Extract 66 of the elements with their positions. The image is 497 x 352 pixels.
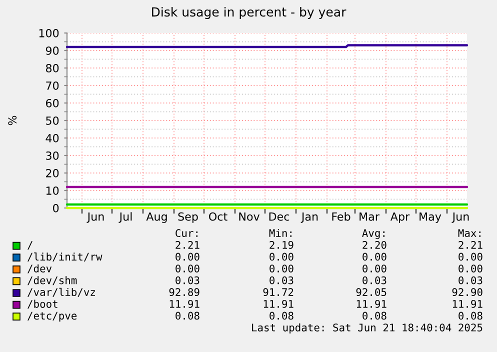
text: 2.21 <box>458 240 482 249</box>
x-tick-label: Oct <box>209 212 228 221</box>
text: Min: <box>269 228 292 237</box>
text: 2.21 <box>176 240 200 249</box>
text: Last update: Sat Jun 21 18:40:04 2025 <box>252 323 482 334</box>
text: 0.00 <box>270 252 294 261</box>
y-tick-label: 40 <box>46 134 59 142</box>
text: 11.91 <box>170 300 200 308</box>
y-tick-label: 80 <box>46 64 59 72</box>
text: 92.90 <box>452 288 482 296</box>
x-tick-label: Nov <box>239 212 260 221</box>
text: 0.08 <box>362 312 386 320</box>
chart-title: Disk usage in percent - by year <box>152 6 346 20</box>
text: Cur: <box>176 229 198 238</box>
text: 92.05 <box>356 288 386 296</box>
x-tick-label: Feb <box>332 212 350 221</box>
legend-label: /var/lib/vz <box>28 288 96 297</box>
y-tick-label: 0 <box>53 204 59 212</box>
text: 0.00 <box>176 252 200 261</box>
y-tick-label: 70 <box>46 81 59 90</box>
x-tick-label: Mar <box>360 212 380 221</box>
text: 0.03 <box>270 276 294 284</box>
legend-label: /dev/shm <box>28 276 77 286</box>
y-tick-label: 20 <box>46 168 59 178</box>
x-tick-label: Jun <box>452 212 469 223</box>
text: 2.19 <box>270 240 294 249</box>
text: 0.03 <box>362 276 386 284</box>
text: 0.08 <box>270 312 294 320</box>
text: 2.20 <box>362 240 386 249</box>
text: 0.03 <box>458 276 482 284</box>
text: 0.08 <box>176 312 200 320</box>
y-tick-label: 10 <box>46 186 59 195</box>
x-tick-label: Jan <box>300 212 318 223</box>
legend-label: /dev <box>28 264 52 274</box>
legend-label: /etc/pve <box>28 312 77 322</box>
y-axis-title: % <box>8 116 17 126</box>
x-tick-label: Apr <box>390 212 410 223</box>
text: Max: <box>458 229 480 238</box>
x-tick-label: Jul <box>118 212 132 223</box>
x-tick-label: Sep <box>178 212 198 223</box>
y-tick-label: 30 <box>46 151 59 160</box>
text: 0.00 <box>362 252 386 261</box>
x-tick-label: Jun <box>86 212 104 223</box>
text: 11.91 <box>356 300 386 308</box>
text: Avg: <box>362 229 384 240</box>
text: 0.03 <box>176 276 200 284</box>
x-tick-label: Dec <box>269 212 290 221</box>
text: 91.72 <box>263 288 294 296</box>
text: 0.00 <box>176 264 200 272</box>
legend-label: /lib/init/rw <box>28 252 102 262</box>
y-tick-label: 90 <box>46 46 59 55</box>
text: 0.00 <box>362 264 386 272</box>
y-tick-label: 50 <box>46 116 59 125</box>
text: 11.91 <box>264 300 294 308</box>
y-tick-label: 100 <box>39 28 59 38</box>
x-tick-label: Aug <box>146 212 167 223</box>
y-tick-label: 60 <box>46 98 59 108</box>
text: 0.08 <box>458 312 482 320</box>
text: 0.00 <box>458 264 482 272</box>
text: 11.91 <box>452 300 482 308</box>
legend-label: /boot <box>28 300 58 309</box>
legend-label: / <box>28 241 32 250</box>
text: 0.00 <box>270 264 294 272</box>
text: 92.89 <box>169 288 200 296</box>
x-tick-label: May <box>420 212 442 223</box>
text: 0.00 <box>458 252 482 261</box>
